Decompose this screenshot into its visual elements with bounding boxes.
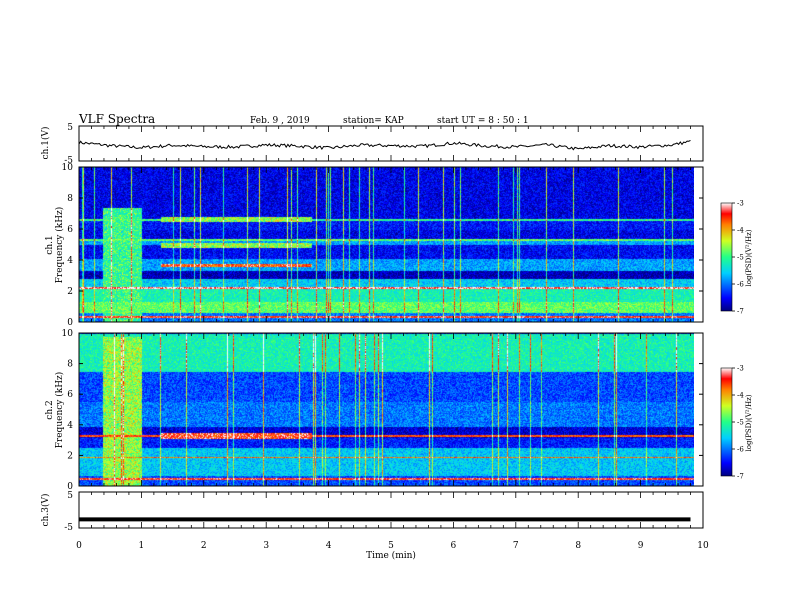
ch1-colorbar-tick-label: -7 — [737, 308, 744, 316]
ch2-spectrogram-ytick-label: 2 — [67, 451, 73, 461]
ch2-spectrogram-ylabel-freq: Frequency (kHz) — [54, 372, 65, 449]
ch2-spectrogram-ytick-label: 10 — [62, 329, 74, 339]
ch1-spectrogram-ylabel-channel: ch.1 — [45, 235, 55, 254]
date-label: Feb. 9 , 2019 — [250, 116, 310, 126]
time-axis-tick-label: 0 — [76, 541, 82, 551]
ch1-spectrogram-ylabel-freq: Frequency (kHz) — [54, 207, 65, 284]
ch2-colorbar — [720, 367, 733, 477]
time-axis-tick-label: 7 — [513, 541, 519, 551]
ch2-spectrogram-ytick-label: 6 — [67, 390, 73, 400]
ch1-colorbar-tick-label: -4 — [737, 227, 744, 235]
time-axis-label: Time (min) — [366, 550, 416, 561]
ch1-waveform-ylabel: ch.1(V) — [40, 127, 51, 160]
time-axis-tick-label: 8 — [575, 541, 581, 551]
ch2-spectrogram-ytick-label: 8 — [67, 360, 73, 370]
ch2-colorbar-tick-label: -7 — [737, 473, 744, 481]
ch3-ytick-bottom: -5 — [64, 523, 73, 533]
ch1-colorbar-tick-label: -3 — [737, 200, 744, 208]
time-axis-tick-label: 5 — [388, 541, 394, 551]
ch1-colorbar-tick-label: -6 — [737, 281, 744, 289]
time-axis-tick-label: 2 — [201, 541, 207, 551]
ch2-spectrogram-yticks: 0 2 4 6 8 10 — [62, 329, 703, 492]
ch3-waveform-ylabel: ch.3(V) — [40, 494, 51, 527]
ch2-spectrogram-ytick-label: 0 — [67, 482, 73, 492]
ch1-spectrogram-ytick-label: 8 — [67, 194, 73, 204]
figure-title: VLF Spectra — [78, 112, 155, 126]
time-axis-tick-label: 1 — [139, 541, 145, 551]
ch2-colorbar-tick-label: -6 — [737, 446, 744, 454]
ch1-spectrogram-ytick-label: 10 — [62, 163, 74, 173]
time-axis-tick-label: 4 — [326, 541, 332, 551]
station-label: station= KAP — [343, 116, 404, 126]
ch2-spectrogram-image — [79, 333, 694, 486]
ch1-ytick-bottom: -5 — [64, 156, 73, 166]
ch2-colorbar-tick-label: -3 — [737, 365, 744, 373]
ch1-spectrogram-ytick-label: 4 — [67, 256, 73, 266]
ch1-colorbar — [720, 202, 733, 312]
ch1-colorbar-ticks: -3 -4 -5 -6 -7 — [732, 200, 744, 316]
time-axis-tick-label: 10 — [697, 541, 709, 551]
ch1-spectrogram-ytick-label: 0 — [67, 318, 73, 328]
ch1-colorbar-tick-label: -5 — [737, 254, 744, 262]
ch1-waveform-trace — [78, 139, 691, 151]
start-time-label: start UT = 8 : 50 : 1 — [437, 116, 529, 126]
ch1-spectrogram-ytick-label: 2 — [67, 287, 73, 297]
ch1-spectrogram-image — [79, 167, 694, 322]
time-axis-tick-label: 3 — [263, 541, 269, 551]
ch1-colorbar-label: log(PSD)(V²/Hz) — [745, 229, 753, 286]
ch2-spectrogram-ylabel-channel: ch.2 — [45, 400, 55, 419]
ch1-spectrogram-yticks: 0 2 4 6 8 10 — [62, 163, 703, 328]
ch3-waveform-panel: 5 -5 ch.3(V) 0 1 2 3 4 5 6 7 8 9 10 Time (min) — [40, 491, 709, 561]
ch2-colorbar-ticks: -3 -4 -5 -6 -7 — [732, 365, 744, 481]
ch2-spectrogram-ytick-label: 4 — [67, 421, 73, 431]
ch2-colorbar-tick-label: -5 — [737, 419, 744, 427]
ch1-spectrogram-ytick-label: 6 — [67, 225, 73, 235]
time-axis-tick-label: 9 — [638, 541, 644, 551]
panel-minor-ticks — [78, 126, 704, 528]
time-axis-tick-label: 6 — [451, 541, 457, 551]
ch2-colorbar-tick-label: -4 — [737, 392, 744, 400]
time-axis-ticks: 0 1 2 3 4 5 6 7 8 9 10 — [76, 541, 709, 551]
ch3-ytick-top: 5 — [67, 491, 73, 501]
ch1-ytick-top: 5 — [67, 123, 73, 133]
ch2-colorbar-label: log(PSD)(V²/Hz) — [745, 394, 753, 451]
